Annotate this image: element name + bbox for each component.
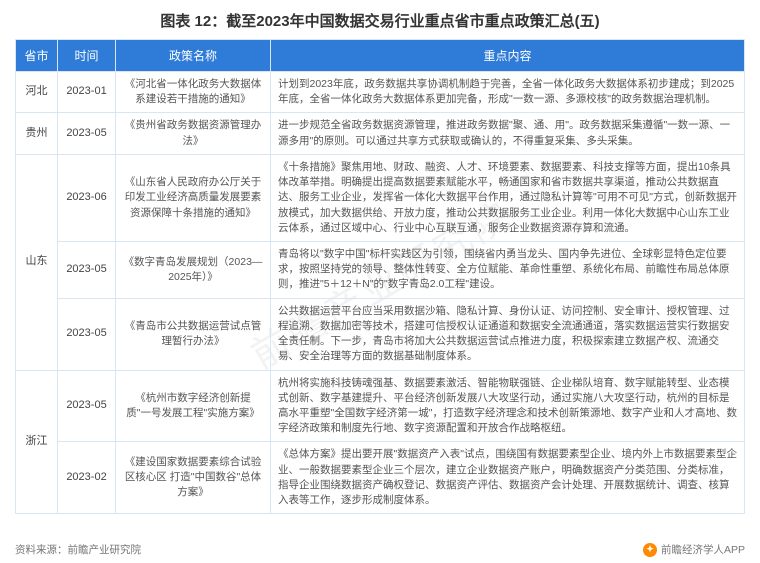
cell-province: 浙江 (16, 370, 58, 514)
table-row: 2023-05《青岛市公共数据运营试点管理暂行办法》公共数据运营平台应当采用数据… (16, 298, 745, 370)
table-row: 山东2023-06《山东省人民政府办公厅关于印发工业经济高质量发展要素资源保障十… (16, 154, 745, 241)
table-row: 浙江2023-05《杭州市数字经济创新提质"一号发展工程"实施方案》杭州将实施科… (16, 370, 745, 442)
cell-content: 《总体方案》提出要开展"数据资产入表"试点，围绕国有数据要素型企业、境内外上市数… (271, 442, 745, 514)
cell-time: 2023-05 (58, 370, 116, 442)
cell-province: 河北 (16, 72, 58, 113)
footer-right: ✦ 前瞻经济学人APP (643, 542, 745, 557)
cell-time: 2023-05 (58, 241, 116, 298)
app-label: 前瞻经济学人APP (661, 542, 745, 557)
cell-time: 2023-01 (58, 72, 116, 113)
cell-content: 计划到2023年底，政务数据共享协调机制趋于完善，全省一体化政务大数据体系初步建… (271, 72, 745, 113)
cell-content: 杭州将实施科技铸魂强基、数据要素激活、智能物联强链、企业梯队培育、数字赋能转型、… (271, 370, 745, 442)
col-time: 时间 (58, 40, 116, 72)
cell-content: 进一步规范全省政务数据资源管理，推进政务数据"聚、通、用"。政务数据采集遵循"一… (271, 113, 745, 154)
cell-time: 2023-05 (58, 298, 116, 370)
cell-policy: 《青岛市公共数据运营试点管理暂行办法》 (116, 298, 271, 370)
footer: 资料来源：前瞻产业研究院 ✦ 前瞻经济学人APP (15, 542, 745, 557)
header-row: 省市 时间 政策名称 重点内容 (16, 40, 745, 72)
cell-policy: 《山东省人民政府办公厅关于印发工业经济高质量发展要素资源保障十条措施的通知》 (116, 154, 271, 241)
source-label: 资料来源：前瞻产业研究院 (15, 542, 141, 557)
cell-policy: 《数字青岛发展规划（2023—2025年）》 (116, 241, 271, 298)
logo-icon: ✦ (643, 543, 657, 557)
cell-policy: 《建设国家数据要素综合试验区核心区 打造"中国数谷"总体方案》 (116, 442, 271, 514)
cell-time: 2023-06 (58, 154, 116, 241)
cell-content: 青岛将以"数字中国"标杆实践区为引领，围绕省内勇当龙头、国内争先进位、全球彰显特… (271, 241, 745, 298)
table-row: 2023-05《数字青岛发展规划（2023—2025年）》青岛将以"数字中国"标… (16, 241, 745, 298)
chart-title: 图表 12：截至2023年中国数据交易行业重点省市重点政策汇总(五) (0, 0, 760, 39)
col-content: 重点内容 (271, 40, 745, 72)
cell-content: 公共数据运营平台应当采用数据沙箱、隐私计算、身份认证、访问控制、安全审计、授权管… (271, 298, 745, 370)
cell-content: 《十条措施》聚焦用地、财政、融资、人才、环境要素、数据要素、科技支撑等方面，提出… (271, 154, 745, 241)
cell-policy: 《贵州省政务数据资源管理办法》 (116, 113, 271, 154)
table-row: 贵州2023-05《贵州省政务数据资源管理办法》进一步规范全省政务数据资源管理，… (16, 113, 745, 154)
table-row: 河北2023-01《河北省一体化政务大数据体系建设若干措施的通知》计划到2023… (16, 72, 745, 113)
cell-time: 2023-05 (58, 113, 116, 154)
cell-province: 贵州 (16, 113, 58, 154)
cell-time: 2023-02 (58, 442, 116, 514)
policy-table: 省市 时间 政策名称 重点内容 河北2023-01《河北省一体化政务大数据体系建… (15, 39, 745, 514)
cell-province: 山东 (16, 154, 58, 370)
col-province: 省市 (16, 40, 58, 72)
table-body: 河北2023-01《河北省一体化政务大数据体系建设若干措施的通知》计划到2023… (16, 72, 745, 514)
table-row: 2023-02《建设国家数据要素综合试验区核心区 打造"中国数谷"总体方案》《总… (16, 442, 745, 514)
cell-policy: 《河北省一体化政务大数据体系建设若干措施的通知》 (116, 72, 271, 113)
cell-policy: 《杭州市数字经济创新提质"一号发展工程"实施方案》 (116, 370, 271, 442)
col-policy: 政策名称 (116, 40, 271, 72)
